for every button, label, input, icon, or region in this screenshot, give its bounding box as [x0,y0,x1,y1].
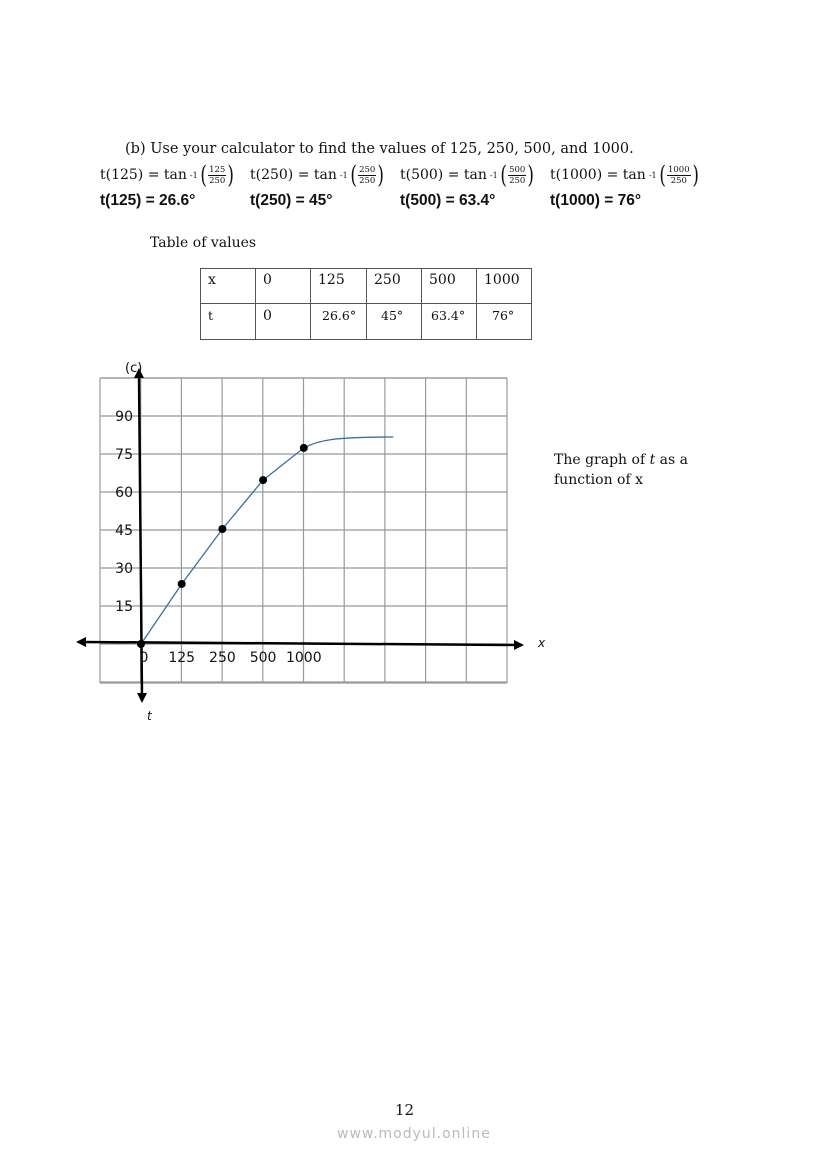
x-tick-label: 1000 [286,650,322,666]
fraction: 500 250 [508,164,527,186]
part-c-label: (c) [125,361,142,376]
graph-t-of-x: 15 30 45 60 75 90 0 125 250 500 1000 (c) x t [76,361,546,723]
equation-result: t(1000) = 76° [550,192,642,209]
table-cell: 125 [310,268,367,304]
denominator: 250 [670,175,687,186]
caption-text: The graph of [554,452,650,468]
caption-text: as a [655,452,689,468]
equation: t(500) = tan -1(500 250) [400,163,536,187]
paren: ) [377,161,385,189]
table-cell: 26.6° [310,303,367,340]
denominator: 250 [359,175,376,186]
x-tick-label: 125 [168,650,195,666]
y-tick-label: 15 [115,599,133,615]
graph-caption: The graph of t as a function of x [554,450,688,490]
y-axis-arrow-up [134,368,144,378]
equation-lhs: t(125) = tan [100,167,187,183]
numerator: 500 [508,164,527,176]
data-point [177,579,186,588]
table-cell: 45° [366,303,422,340]
y-tick-label: 45 [115,523,133,539]
values-table: x 0 125 250 500 1000 t 0 26.6° 45° 63.4°… [200,268,532,340]
paren: ) [692,161,699,189]
paren: ) [527,161,535,189]
fraction: 250 250 [358,164,377,186]
curve [140,436,394,645]
table-cell: x [200,268,256,304]
y-axis [137,375,144,698]
y-axis-label: t [147,709,153,723]
y-tick-label: 30 [115,561,133,577]
fraction: 1000 250 [666,164,691,186]
x-axis-label: x [537,636,546,650]
equation: t(1000) = tan -1(1000 250) [550,163,700,187]
x-tick-label: 500 [250,650,277,666]
equation-lhs: t(500) = tan [400,167,487,183]
watermark: www.modyul.online [337,1126,491,1142]
equation: t(125) = tan -1(125 250) [100,163,236,187]
equation-result: t(500) = 63.4° [400,192,496,209]
x-tick-label: 250 [209,650,236,666]
y-tick-label: 75 [115,447,133,463]
paren: ) [227,161,235,189]
numerator: 125 [208,164,227,176]
table-title: Table of values [150,235,257,251]
y-tick-label: 60 [115,485,133,501]
denominator: 250 [209,175,226,186]
equation-result: t(125) = 26.6° [100,192,196,209]
data-point [259,476,268,485]
table-cell: t [200,303,256,340]
paren: ( [500,161,507,189]
data-point [299,443,308,452]
table-cell: 63.4° [421,303,477,340]
data-point [218,524,227,533]
paren: ( [659,161,666,189]
part-b-instruction: (b) Use your calculator to find the valu… [125,141,634,157]
exponent: -1 [648,170,657,180]
y-axis-arrow-down [137,693,147,703]
data-point [137,640,145,648]
numerator: 1000 [666,164,691,176]
x-axis-arrow-right [514,640,524,650]
equation-lhs: t(250) = tan [250,167,337,183]
equation-lhs: t(1000) = tan [550,167,646,183]
paren: ( [350,161,357,189]
table-row-t: t 0 26.6° 45° 63.4° 76° [200,303,532,340]
denominator: 250 [509,175,526,186]
x-axis-arrow-left [76,637,86,647]
page-number: 12 [395,1101,415,1119]
caption-text: function of x [554,472,644,488]
x-tick-label: 0 [140,650,149,666]
table-cell: 76° [476,303,532,340]
caption-var: t [649,452,656,468]
paren: ( [200,161,207,189]
equation-result: t(250) = 45° [250,192,333,209]
fraction: 125 250 [208,164,227,186]
equation: t(250) = tan -1(250 250) [250,163,386,187]
exponent: -1 [489,170,498,180]
y-tick-label: 90 [115,409,133,425]
numerator: 250 [358,164,377,176]
exponent: -1 [339,170,348,180]
x-axis [81,640,519,647]
table-cell: 1000 [476,268,532,304]
exponent: -1 [189,170,198,180]
